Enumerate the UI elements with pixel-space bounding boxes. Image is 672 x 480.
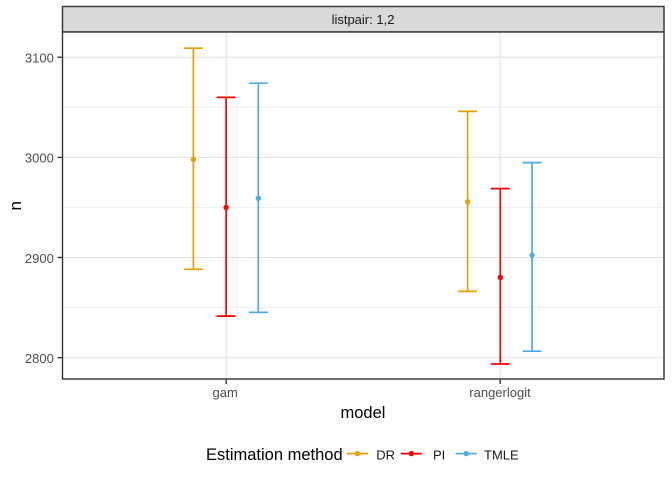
svg-text:PI: PI <box>433 447 445 462</box>
svg-text:n: n <box>6 201 25 210</box>
svg-text:TMLE: TMLE <box>484 447 519 462</box>
svg-text:2800: 2800 <box>25 351 54 366</box>
svg-text:gam: gam <box>213 385 238 400</box>
svg-text:2900: 2900 <box>25 251 54 266</box>
svg-text:3000: 3000 <box>25 151 54 166</box>
svg-text:listpair: 1,2: listpair: 1,2 <box>332 12 395 27</box>
svg-text:3100: 3100 <box>25 51 54 66</box>
svg-text:rangerlogit: rangerlogit <box>469 385 531 400</box>
svg-text:model: model <box>341 404 386 422</box>
svg-text:Estimation method: Estimation method <box>206 446 343 464</box>
svg-text:DR: DR <box>376 447 395 462</box>
